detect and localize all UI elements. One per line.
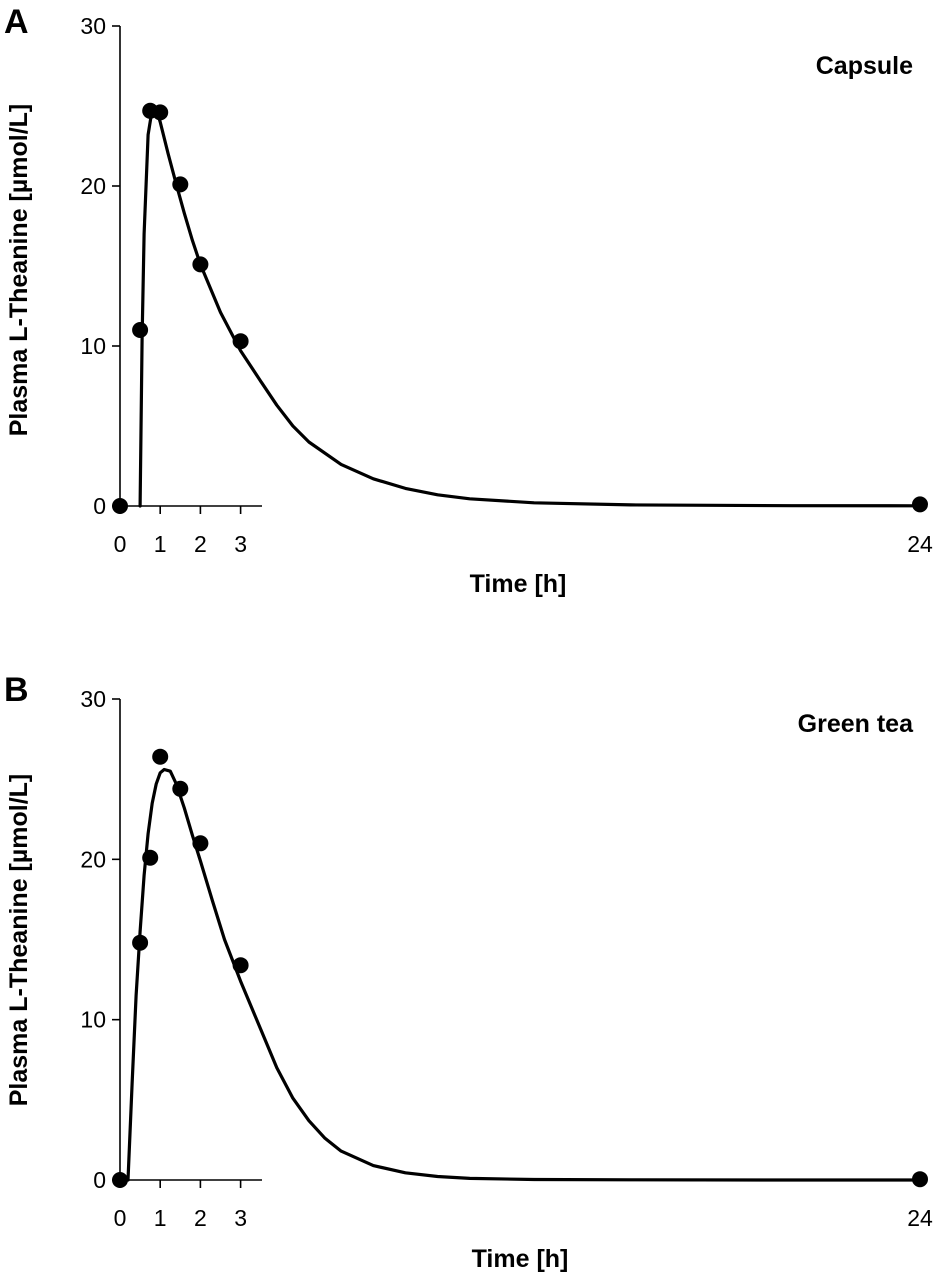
panel-b-y-tick-label: 0 <box>93 1167 106 1193</box>
panel-a-data-point <box>232 333 249 350</box>
panel-a-y-tick-label: 0 <box>93 493 106 519</box>
panel-a-y-tick-label: 30 <box>80 13 106 39</box>
panel-b-y-axis-title: Plasma L-Theanine [µmol/L] <box>5 774 33 1107</box>
panel-a-axes: 0 10 20 30 0 1 2 3 24 <box>80 13 933 557</box>
panel-b-x-tick-label: 24 <box>907 1205 933 1231</box>
panel-b-data-point <box>192 835 209 852</box>
panel-a-x-tick-label: 2 <box>194 531 207 557</box>
panel-a-marks <box>112 102 928 514</box>
panel-a-y-axis-title: Plasma L-Theanine [µmol/L] <box>5 104 33 437</box>
panel-b-x-axis-title: Time [h] <box>472 1245 569 1273</box>
panel-b-marks <box>112 748 928 1188</box>
panel-a-x-tick-label: 24 <box>907 531 933 557</box>
panel-b-data-point <box>912 1171 928 1188</box>
panel-a-data-point <box>192 256 209 273</box>
panel-a-data-point <box>912 496 928 513</box>
panel-b-data-point <box>172 780 189 797</box>
panel-a-fit-curve <box>138 107 922 508</box>
panel-a-x-tick-label: 1 <box>154 531 167 557</box>
panel-a-x-tick-label: 3 <box>234 531 247 557</box>
panel-a-x-tick-label: 0 <box>114 531 127 557</box>
panel-b-y-tick-label: 30 <box>80 686 106 712</box>
panel-b-data-point <box>142 849 159 866</box>
panel-b: B Green tea Plasma L-Theanine [µmol/L] T… <box>4 671 933 1273</box>
panel-b-letter: B <box>4 671 29 709</box>
panel-b-x-tick-label: 0 <box>114 1205 127 1231</box>
panel-a-y-tick-label: 20 <box>80 173 106 199</box>
panel-a-data-point <box>152 104 169 121</box>
panel-a-y-tick-label: 10 <box>80 333 106 359</box>
panel-b-title: Green tea <box>798 710 914 738</box>
panel-b-data-point <box>132 934 149 951</box>
panel-a-x-axis-title: Time [h] <box>470 570 567 598</box>
panel-b-y-tick-label: 10 <box>80 1007 106 1033</box>
panel-a-letter: A <box>4 3 29 41</box>
panel-a-data-point <box>112 498 128 514</box>
panel-a-title: Capsule <box>816 52 913 80</box>
panel-b-x-tick-label: 3 <box>234 1205 247 1231</box>
panel-b-data-point <box>232 957 249 974</box>
panel-a-data-point <box>172 176 189 193</box>
panel-a: A Capsule Plasma L-Theanine [µmol/L] Tim… <box>4 3 933 598</box>
panel-b-data-point <box>152 748 169 765</box>
panel-b-data-point <box>112 1172 128 1188</box>
panel-b-x-tick-label: 2 <box>194 1205 207 1231</box>
panel-b-x-tick-label: 1 <box>154 1205 167 1231</box>
panel-b-y-tick-label: 20 <box>80 846 106 872</box>
panel-b-fit-curve <box>126 767 922 1182</box>
panel-b-axes: 0 10 20 30 0 1 2 3 24 <box>80 686 933 1231</box>
panel-a-data-point <box>132 322 149 338</box>
